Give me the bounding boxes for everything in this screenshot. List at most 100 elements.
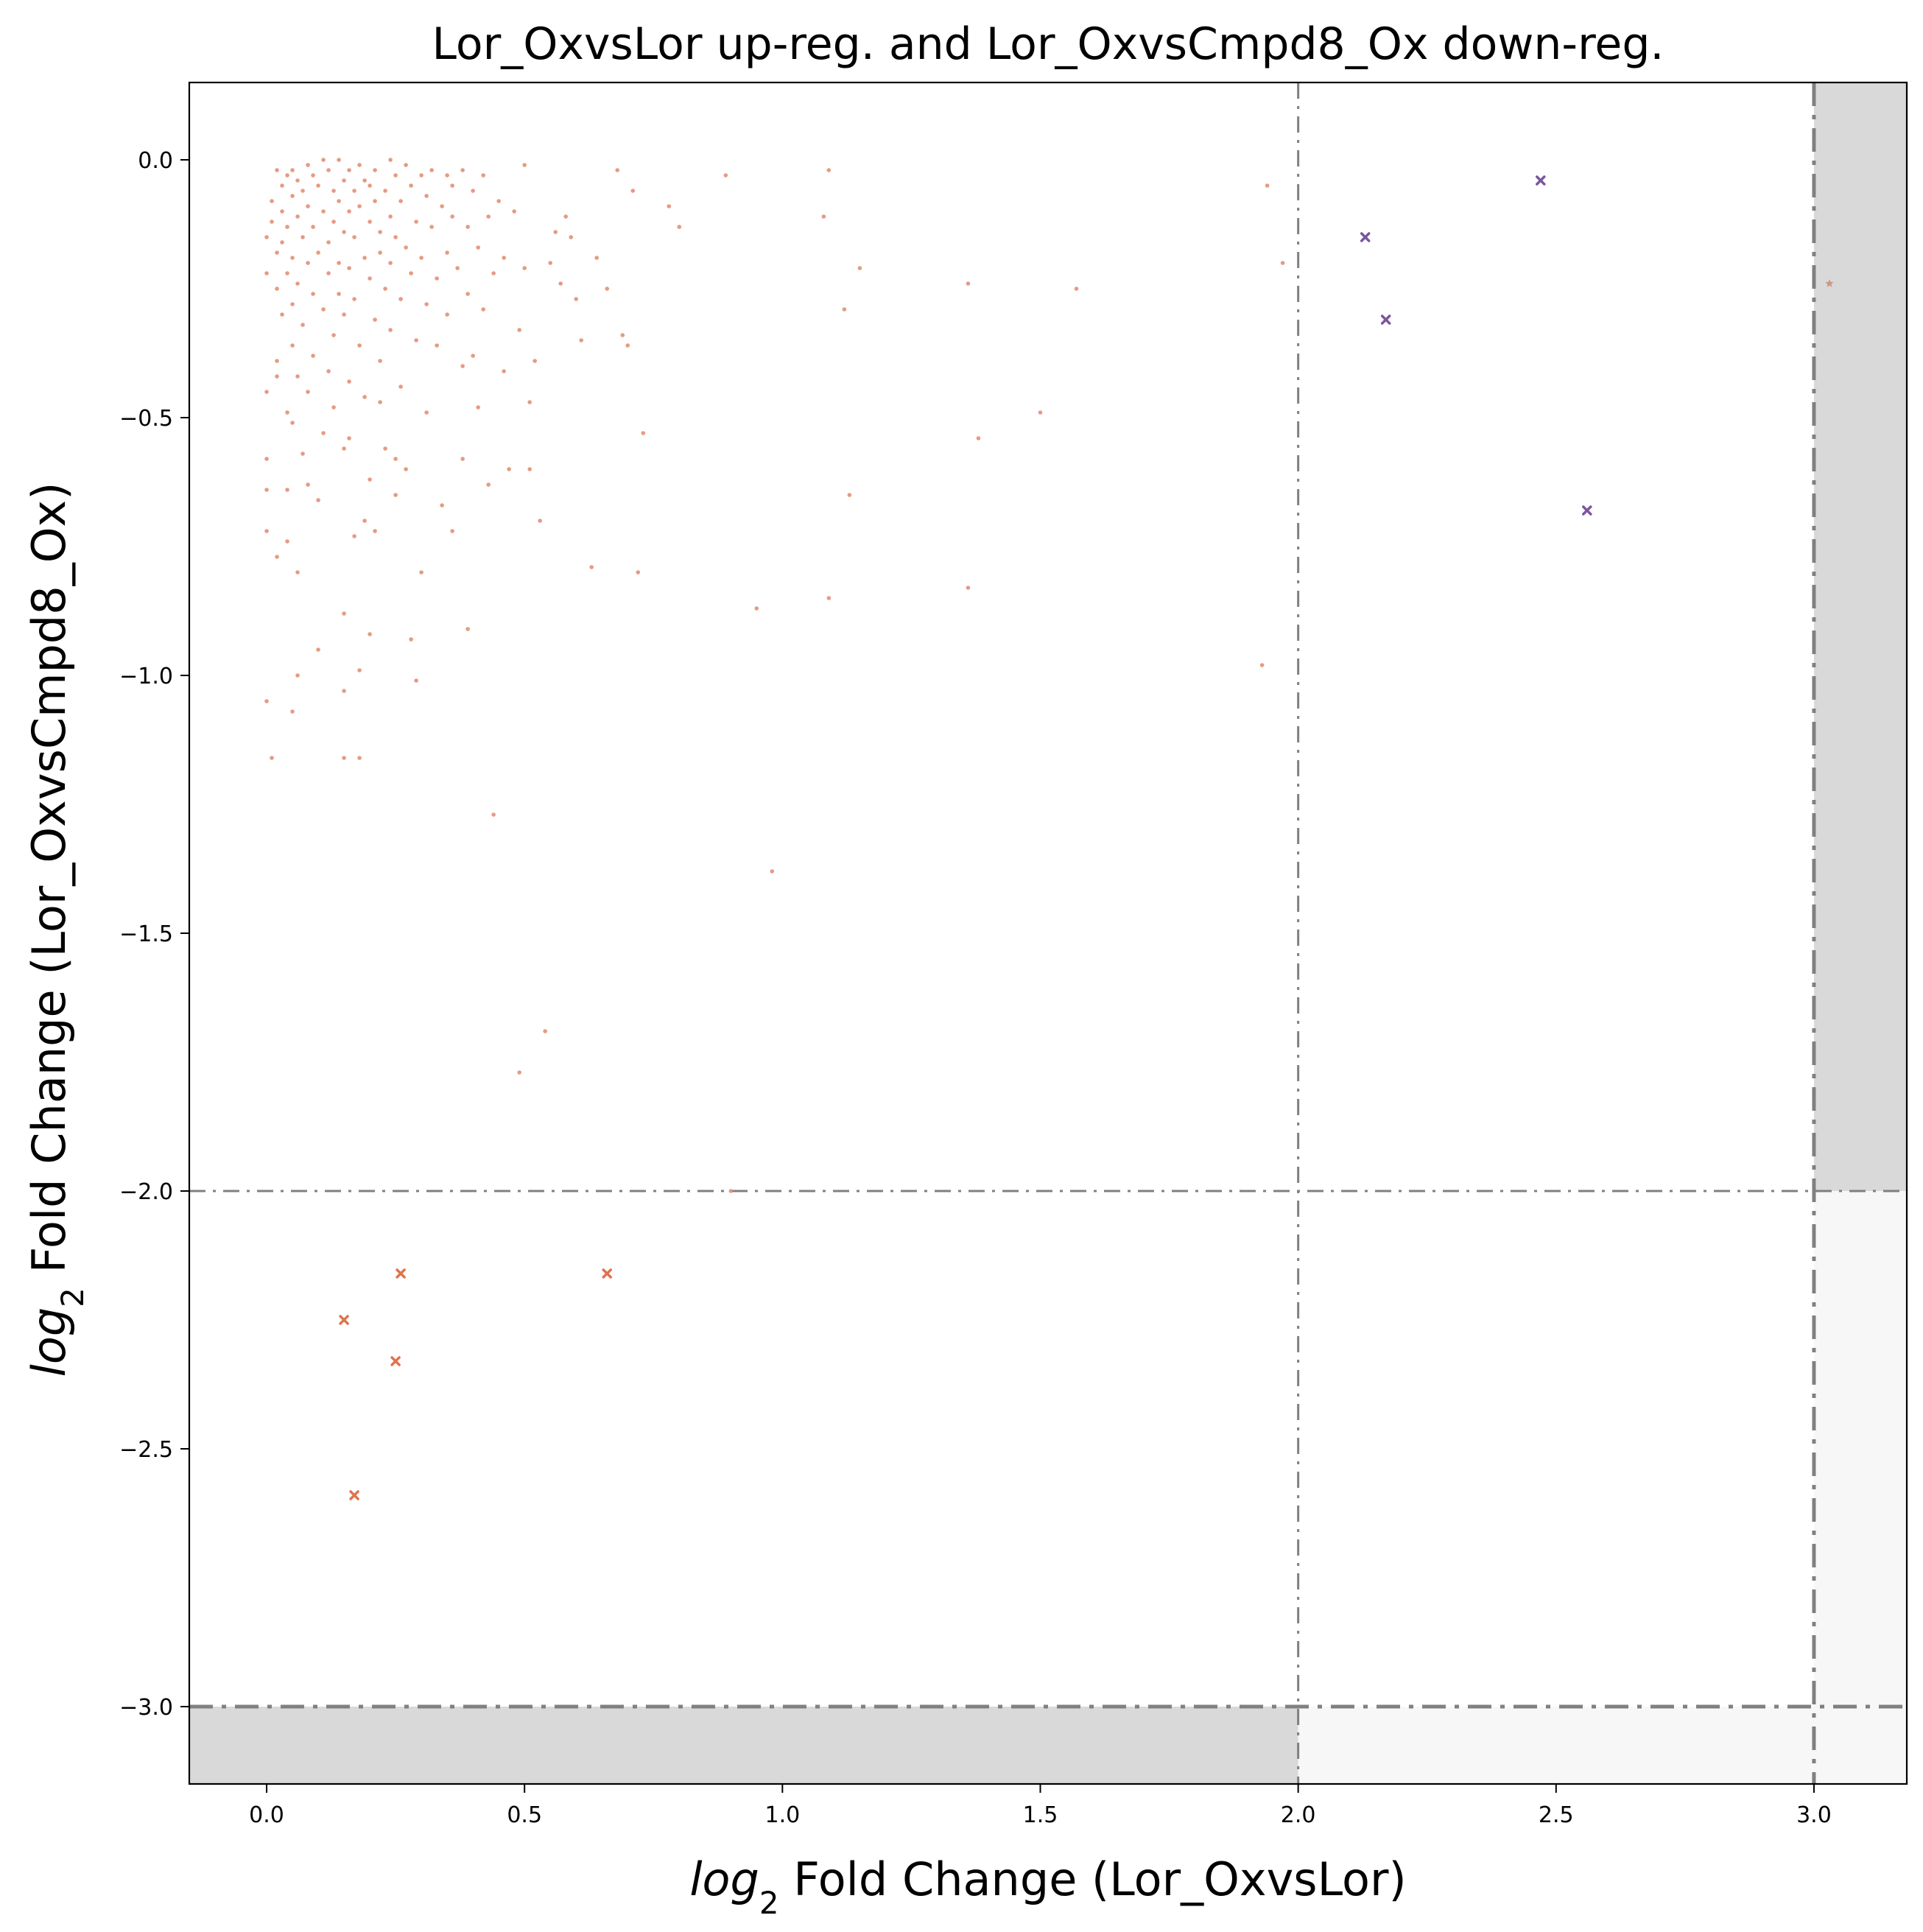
- data-point-s0-83: [347, 436, 351, 440]
- data-point-s0-170: [502, 369, 506, 373]
- y-tick-label-5: −2.5: [119, 1437, 173, 1463]
- data-point-s0-144: [440, 503, 444, 507]
- y-axis-label-log: log: [22, 1307, 76, 1377]
- data-point-s0-201: [728, 1189, 734, 1193]
- data-points: [264, 158, 1834, 1500]
- data-point-s0-64: [331, 189, 336, 193]
- data-point-s0-159: [471, 354, 475, 358]
- data-point-s0-191: [605, 287, 610, 291]
- data-point-s0-109: [378, 400, 382, 404]
- data-point-s0-1: [264, 271, 269, 275]
- data-point-s0-62: [326, 271, 331, 275]
- x-axis-label: log2 Fold Change (Lor_OxvsLor): [689, 1852, 1406, 1921]
- y-axis-label-text: Fold Change (Lor_OxvsCmpd8_Ox): [22, 482, 76, 1288]
- data-point-s1-4: [602, 1268, 612, 1279]
- data-point-s0-186: [569, 235, 574, 239]
- x-tick-label-0: 0.0: [249, 1802, 284, 1828]
- x-tick-label-5: 2.5: [1539, 1802, 1574, 1828]
- data-point-s0-121: [398, 199, 403, 203]
- data-point-s0-130: [414, 219, 418, 224]
- data-point-s0-116: [388, 328, 393, 332]
- x-axis-label-log: log: [689, 1852, 759, 1906]
- data-point-s0-16: [280, 183, 284, 188]
- data-point-s0-99: [368, 276, 372, 281]
- x-tick-label-1: 0.5: [507, 1802, 542, 1828]
- data-point-s0-194: [625, 343, 630, 348]
- data-point-s0-66: [331, 333, 336, 337]
- data-point-s0-182: [548, 261, 553, 265]
- data-point-s0-105: [373, 529, 377, 533]
- data-point-s0-79: [347, 168, 351, 172]
- data-point-s0-185: [563, 214, 569, 219]
- data-point-s0-176: [522, 266, 527, 270]
- data-point-s0-61: [326, 240, 331, 245]
- data-point-s0-14: [275, 374, 279, 379]
- data-point-s2-3: [1582, 505, 1592, 516]
- data-point-s0-54: [316, 498, 320, 502]
- data-point-s0-199: [677, 225, 682, 229]
- data-point-s0-69: [337, 199, 341, 203]
- data-point-s0-33: [295, 178, 300, 183]
- data-point-s0-3: [264, 457, 269, 461]
- data-point-s0-153: [460, 364, 465, 368]
- data-point-s0-148: [450, 183, 454, 188]
- x-tick-label-2: 1.0: [764, 1802, 800, 1828]
- data-point-s0-129: [409, 637, 413, 642]
- data-point-s0-188: [579, 338, 584, 343]
- data-point-s0-12: [275, 287, 279, 291]
- data-point-s0-168: [496, 199, 501, 203]
- x-tick-label-6: 3.0: [1796, 1802, 1832, 1828]
- data-point-s0-204: [821, 214, 826, 219]
- data-point-s0-52: [316, 183, 320, 188]
- data-point-s0-209: [857, 266, 862, 270]
- data-point-s0-19: [280, 312, 284, 317]
- data-point-s0-187: [574, 297, 579, 301]
- data-point-s0-41: [300, 323, 305, 327]
- x-axis-label-text: Fold Change (Lor_OxvsLor): [779, 1852, 1407, 1906]
- data-point-s0-47: [306, 482, 310, 487]
- data-point-s0-107: [378, 250, 382, 255]
- data-point-s0-111: [383, 287, 387, 291]
- data-point-s0-164: [486, 214, 491, 219]
- data-point-s0-128: [409, 271, 413, 275]
- data-point-s0-104: [373, 317, 377, 322]
- data-point-s0-140: [429, 225, 434, 229]
- shaded-region-2: [1813, 1191, 1907, 1707]
- data-point-s0-84: [352, 189, 356, 193]
- y-tick-label-6: −3.0: [119, 1695, 173, 1721]
- data-point-s0-89: [357, 204, 362, 208]
- data-point-s0-18: [280, 240, 284, 245]
- data-point-s0-126: [404, 467, 408, 471]
- data-point-s0-8: [270, 199, 274, 203]
- data-point-s0-51: [311, 354, 315, 358]
- data-point-s0-217: [1280, 261, 1285, 265]
- data-point-s0-70: [337, 261, 341, 265]
- data-point-s0-205: [826, 168, 832, 172]
- y-tick-label-3: −1.5: [119, 921, 173, 947]
- data-point-s0-167: [491, 812, 496, 817]
- data-point-s2-2: [1536, 175, 1546, 186]
- data-point-s0-5: [264, 529, 269, 533]
- data-point-s0-208: [847, 493, 852, 497]
- data-point-s0-156: [465, 292, 470, 296]
- data-point-s0-149: [450, 214, 454, 219]
- data-point-s0-29: [290, 302, 295, 306]
- data-point-s0-196: [636, 570, 641, 575]
- data-point-s0-88: [357, 163, 362, 167]
- data-point-s0-184: [558, 281, 563, 286]
- data-point-s0-141: [435, 276, 439, 281]
- data-point-s0-203: [770, 869, 775, 874]
- data-point-s3-0: [1825, 279, 1834, 287]
- data-point-s0-132: [414, 678, 418, 683]
- data-point-s0-166: [491, 271, 496, 275]
- data-point-s0-11: [275, 250, 279, 255]
- data-point-s0-20: [285, 173, 289, 178]
- data-point-s0-71: [337, 292, 341, 296]
- threshold-lines: [189, 82, 1907, 1784]
- data-point-s0-152: [460, 168, 465, 172]
- data-point-s0-163: [481, 307, 485, 312]
- data-point-s0-198: [667, 204, 672, 208]
- data-point-s0-180: [538, 519, 543, 523]
- shaded-region-3: [1298, 1707, 1814, 1784]
